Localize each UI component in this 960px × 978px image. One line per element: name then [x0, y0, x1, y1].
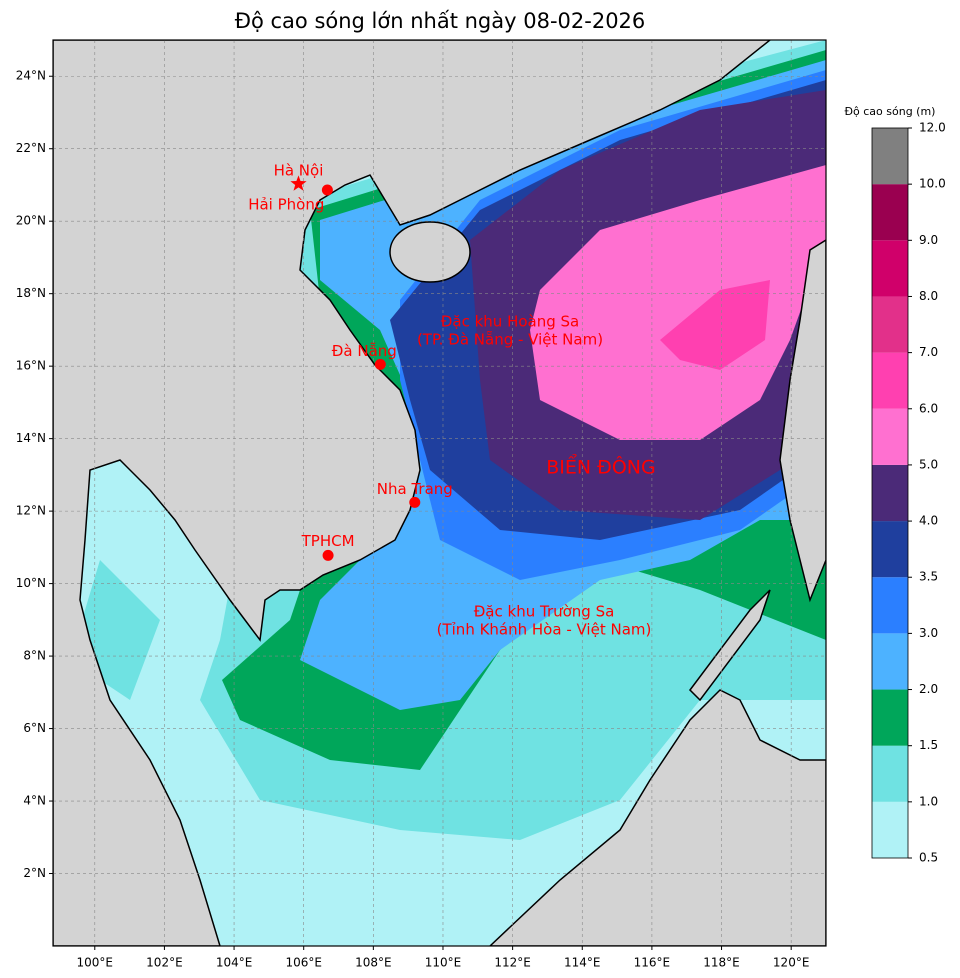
colorbar-label: Độ cao sóng (m) — [845, 105, 936, 118]
philippines — [779, 239, 826, 603]
y-tick-label: 2°N — [23, 866, 46, 880]
y-tick-label: 22°N — [16, 141, 46, 155]
city-label: Hải Phòng — [248, 196, 324, 214]
annotation: (TP. Đà Nẵng - Việt Nam) — [417, 331, 603, 349]
colorbar-segment — [872, 521, 908, 578]
hainan — [389, 221, 471, 283]
colorbar-tick-label: 0.5 — [919, 851, 938, 865]
colorbar-tick-label: 3.5 — [919, 570, 938, 584]
city-marker — [321, 184, 333, 196]
x-tick-label: 116°E — [634, 956, 671, 970]
city-marker — [374, 358, 386, 370]
colorbar-segment — [872, 689, 908, 746]
y-tick-label: 8°N — [23, 649, 46, 663]
x-tick-label: 110°E — [425, 956, 462, 970]
colorbar-segment — [872, 633, 908, 690]
x-tick-label: 114°E — [564, 956, 601, 970]
colorbar-segment — [872, 464, 908, 522]
x-tick-label: 104°E — [216, 956, 253, 970]
mainland — [53, 40, 772, 946]
x-tick-label: 120°E — [773, 956, 810, 970]
colorbar-tick-label: 12.0 — [919, 121, 946, 135]
colorbar-segment — [872, 352, 908, 409]
colorbar-segment — [872, 801, 908, 858]
annotation: BIỂN ĐÔNG — [546, 453, 656, 479]
colorbar-tick-label: 9.0 — [919, 233, 938, 247]
colorbar-segment — [872, 184, 908, 241]
city-label: Đà Nẵng — [332, 342, 397, 360]
x-tick-label: 106°E — [285, 956, 322, 970]
wave-zone — [530, 165, 826, 440]
x-tick-label: 118°E — [703, 956, 740, 970]
y-tick-label: 18°N — [16, 286, 46, 300]
grid — [53, 40, 826, 946]
city-marker — [409, 496, 421, 508]
x-tick-label: 108°E — [355, 956, 392, 970]
city-marker — [290, 175, 307, 191]
colorbar-tick-label: 1.5 — [919, 738, 938, 752]
x-tick-label: 102°E — [146, 956, 183, 970]
colorbar-tick-label: 4.0 — [919, 514, 938, 528]
palawan — [689, 589, 771, 702]
y-tick-label: 6°N — [23, 721, 46, 735]
city-label: TPHCM — [301, 532, 355, 550]
colorbar-tick-label: 5.0 — [919, 457, 938, 471]
land — [53, 40, 826, 946]
colorbar-tick-label: 2.0 — [919, 682, 938, 696]
colorbar-segment — [872, 240, 908, 297]
annotation: Đặc khu Trường Sa — [474, 603, 615, 621]
wave-zone — [660, 280, 770, 370]
colorbar-tick-label: 10.0 — [919, 177, 946, 191]
colorbar-tick-label: 6.0 — [919, 401, 938, 415]
city-marker — [322, 549, 334, 561]
y-tick-label: 4°N — [23, 794, 46, 808]
y-tick-label: 16°N — [16, 359, 46, 373]
colorbar-tick-label: 8.0 — [919, 289, 938, 303]
borneo — [488, 689, 826, 946]
x-tick-label: 112°E — [494, 956, 531, 970]
colorbar-tick-label: 1.0 — [919, 794, 938, 808]
colorbar-segment — [872, 296, 908, 353]
colorbar-segment — [872, 128, 908, 185]
colorbar-tick-label: 7.0 — [919, 345, 938, 359]
colorbar-tick-label: 3.0 — [919, 626, 938, 640]
colorbar-segment — [872, 577, 908, 634]
y-tick-label: 24°N — [16, 69, 46, 83]
title: Độ cao sóng lớn nhất ngày 08-02-2026 — [235, 9, 646, 33]
y-tick-label: 20°N — [16, 214, 46, 228]
x-tick-label: 100°E — [77, 956, 114, 970]
colorbar-segment — [872, 745, 908, 802]
city-label: Hà Nội — [274, 161, 324, 179]
city-label: Nha Trang — [377, 480, 453, 498]
y-tick-label: 12°N — [16, 504, 46, 518]
annotation: Đặc khu Hoàng Sa — [441, 313, 579, 331]
y-tick-label: 14°N — [16, 431, 46, 445]
map-area — [53, 40, 826, 946]
y-tick-label: 10°N — [16, 576, 46, 590]
colorbar-frame — [871, 127, 909, 859]
annotation: (Tỉnh Khánh Hòa - Việt Nam) — [437, 621, 652, 639]
colorbar-segment — [872, 408, 908, 465]
map-frame — [52, 39, 827, 947]
